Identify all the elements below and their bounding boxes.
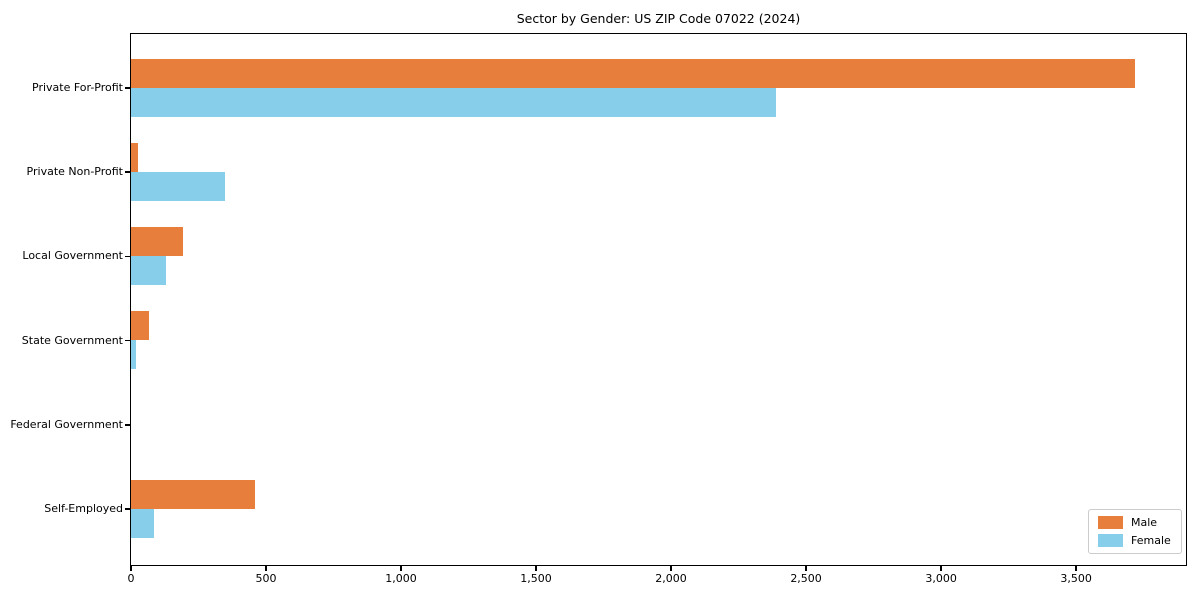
- legend-row-male: Male: [1098, 516, 1171, 529]
- x-tick-mark: [670, 565, 672, 571]
- bar-female-3: [130, 340, 137, 370]
- y-tick-label-0: Private For-Profit: [32, 81, 123, 94]
- x-tick-label-3: 1,500: [520, 572, 552, 585]
- bar-male-1: [130, 142, 139, 172]
- legend-label-female: Female: [1131, 534, 1171, 547]
- y-tick-label-2: Local Government: [22, 249, 123, 263]
- x-tick-label-5: 2,500: [790, 572, 822, 585]
- x-tick-mark: [265, 565, 267, 571]
- y-tick-label-3: State Government: [21, 333, 123, 347]
- x-tick-label-0: 0: [127, 572, 135, 585]
- bar-male-2: [130, 226, 184, 256]
- x-tick-label-7: 3,500: [1060, 572, 1092, 585]
- bar-male-0: [130, 58, 1135, 88]
- x-tick-label-4: 2,000: [655, 572, 687, 585]
- legend-row-female: Female: [1098, 534, 1171, 547]
- y-tick-mark: [124, 424, 130, 426]
- bar-male-3: [130, 311, 149, 341]
- plot-area: [129, 32, 1187, 566]
- x-tick-mark: [1075, 565, 1077, 571]
- bar-female-0: [130, 87, 776, 117]
- y-tick-mark: [124, 87, 130, 89]
- y-tick-mark: [124, 339, 130, 342]
- y-tick-mark: [124, 171, 130, 173]
- bar-female-5: [130, 508, 155, 538]
- y-tick-label-5: Self-Employed: [44, 502, 123, 515]
- chart-title: Sector by Gender: US ZIP Code 07022 (202…: [516, 11, 801, 26]
- x-tick-label-1: 500: [255, 572, 277, 585]
- bar-male-5: [130, 479, 256, 509]
- x-tick-mark: [940, 565, 942, 571]
- legend-label-male: Male: [1131, 516, 1158, 529]
- y-tick-label-1: Private Non-Profit: [26, 165, 123, 179]
- x-tick-label-2: 1,000: [385, 572, 417, 585]
- bar-female-1: [130, 171, 225, 201]
- x-tick-mark: [535, 565, 537, 571]
- y-tick-mark: [124, 508, 130, 510]
- bar-female-2: [130, 255, 166, 285]
- x-tick-label-6: 3,000: [925, 572, 957, 585]
- x-tick-mark: [130, 565, 132, 571]
- x-tick-mark: [805, 565, 807, 571]
- male-color-swatch: [1098, 516, 1123, 529]
- female-color-swatch: [1098, 534, 1123, 547]
- y-tick-label-4: Federal Government: [10, 417, 123, 431]
- legend: Male Female: [1088, 509, 1182, 554]
- x-tick-mark: [400, 565, 402, 571]
- y-tick-mark: [124, 255, 130, 258]
